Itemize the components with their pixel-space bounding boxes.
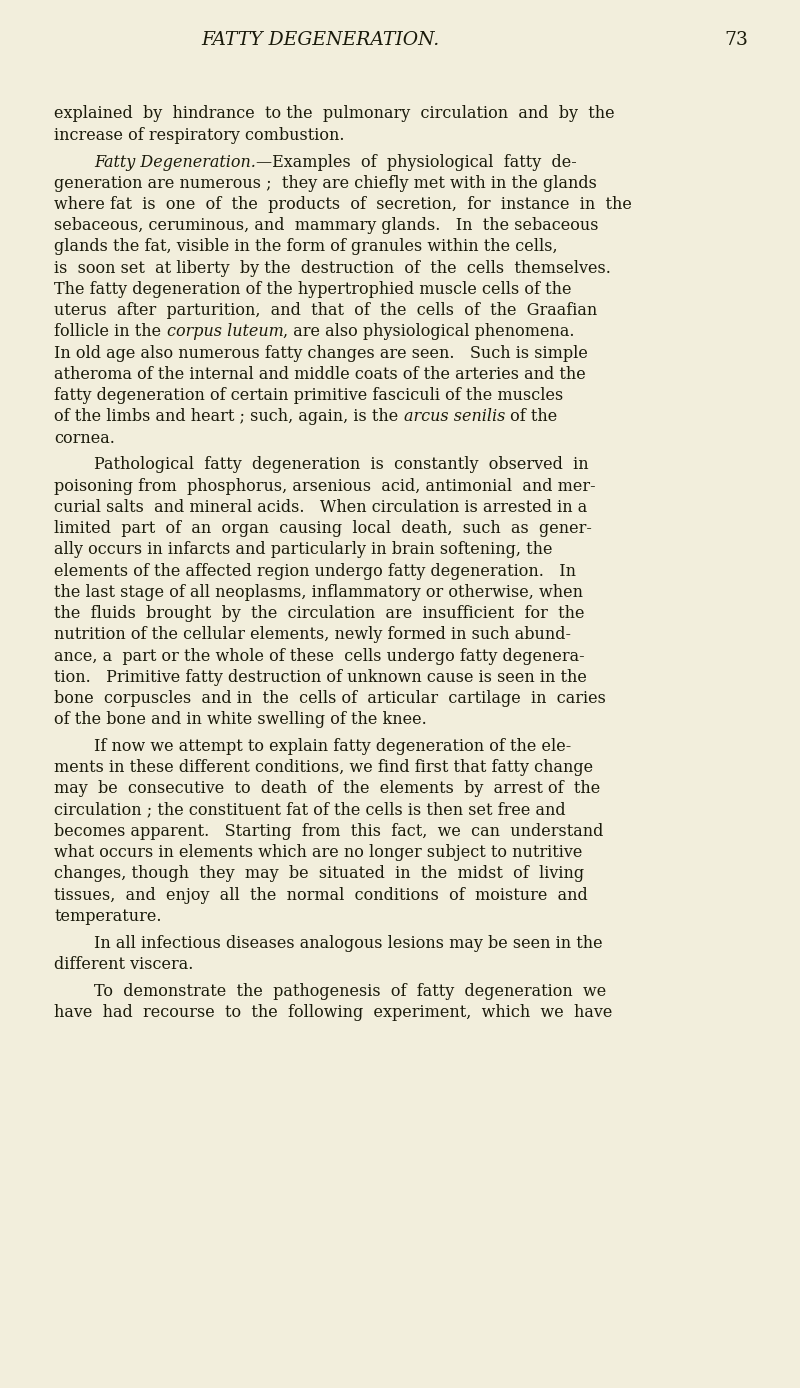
Text: corpus luteum: corpus luteum bbox=[166, 323, 283, 340]
Text: ance, a  part or the whole of these  cells undergo fatty degenera-: ance, a part or the whole of these cells… bbox=[54, 647, 585, 665]
Text: 73: 73 bbox=[724, 31, 748, 49]
Text: explained  by  hindrance  to the  pulmonary  circulation  and  by  the: explained by hindrance to the pulmonary … bbox=[54, 105, 615, 122]
Text: the  fluids  brought  by  the  circulation  are  insufficient  for  the: the fluids brought by the circulation ar… bbox=[54, 605, 585, 622]
Text: circulation ; the constituent fat of the cells is then set free and: circulation ; the constituent fat of the… bbox=[54, 802, 566, 819]
Text: increase of respiratory combustion.: increase of respiratory combustion. bbox=[54, 126, 345, 144]
Text: of the: of the bbox=[505, 408, 558, 425]
Text: In old age also numerous fatty changes are seen.   Such is simple: In old age also numerous fatty changes a… bbox=[54, 344, 588, 362]
Text: of the bone and in white swelling of the knee.: of the bone and in white swelling of the… bbox=[54, 711, 427, 729]
Text: glands the fat, visible in the form of granules within the cells,: glands the fat, visible in the form of g… bbox=[54, 239, 558, 255]
Text: ments in these different conditions, we find first that fatty change: ments in these different conditions, we … bbox=[54, 759, 594, 776]
Text: The fatty degeneration of the hypertrophied muscle cells of the: The fatty degeneration of the hypertroph… bbox=[54, 280, 572, 298]
Text: limited  part  of  an  organ  causing  local  death,  such  as  gener-: limited part of an organ causing local d… bbox=[54, 520, 592, 537]
Text: sebaceous, ceruminous, and  mammary glands.   In  the sebaceous: sebaceous, ceruminous, and mammary gland… bbox=[54, 218, 599, 235]
Text: becomes apparent.   Starting  from  this  fact,  we  can  understand: becomes apparent. Starting from this fac… bbox=[54, 823, 604, 840]
Text: To  demonstrate  the  pathogenesis  of  fatty  degeneration  we: To demonstrate the pathogenesis of fatty… bbox=[94, 983, 606, 999]
Text: changes, though  they  may  be  situated  in  the  midst  of  living: changes, though they may be situated in … bbox=[54, 865, 585, 883]
Text: ally occurs in infarcts and particularly in brain softening, the: ally occurs in infarcts and particularly… bbox=[54, 541, 553, 558]
Text: bone  corpuscles  and in  the  cells of  articular  cartilage  in  caries: bone corpuscles and in the cells of arti… bbox=[54, 690, 606, 706]
Text: Fatty Degeneration.: Fatty Degeneration. bbox=[94, 154, 256, 171]
Text: Pathological  fatty  degeneration  is  constantly  observed  in: Pathological fatty degeneration is const… bbox=[94, 457, 589, 473]
Text: the last stage of all neoplasms, inflammatory or otherwise, when: the last stage of all neoplasms, inflamm… bbox=[54, 584, 583, 601]
Text: temperature.: temperature. bbox=[54, 908, 162, 924]
Text: elements of the affected region undergo fatty degeneration.   In: elements of the affected region undergo … bbox=[54, 562, 576, 580]
Text: poisoning from  phosphorus, arsenious  acid, antimonial  and mer-: poisoning from phosphorus, arsenious aci… bbox=[54, 477, 596, 494]
Text: tion.   Primitive fatty destruction of unknown cause is seen in the: tion. Primitive fatty destruction of unk… bbox=[54, 669, 587, 686]
Text: nutrition of the cellular elements, newly formed in such abund-: nutrition of the cellular elements, newl… bbox=[54, 626, 571, 643]
Text: fatty degeneration of certain primitive fasciculi of the muscles: fatty degeneration of certain primitive … bbox=[54, 387, 564, 404]
Text: atheroma of the internal and middle coats of the arteries and the: atheroma of the internal and middle coat… bbox=[54, 366, 586, 383]
Text: arcus senilis: arcus senilis bbox=[404, 408, 505, 425]
Text: , are also physiological phenomena.: , are also physiological phenomena. bbox=[283, 323, 575, 340]
Text: is  soon set  at liberty  by the  destruction  of  the  cells  themselves.: is soon set at liberty by the destructio… bbox=[54, 260, 611, 276]
Text: —Examples  of  physiological  fatty  de-: —Examples of physiological fatty de- bbox=[256, 154, 577, 171]
Text: different viscera.: different viscera. bbox=[54, 956, 194, 973]
Text: If now we attempt to explain fatty degeneration of the ele-: If now we attempt to explain fatty degen… bbox=[94, 738, 572, 755]
Text: tissues,  and  enjoy  all  the  normal  conditions  of  moisture  and: tissues, and enjoy all the normal condit… bbox=[54, 887, 588, 904]
Text: follicle in the: follicle in the bbox=[54, 323, 166, 340]
Text: may  be  consecutive  to  death  of  the  elements  by  arrest of  the: may be consecutive to death of the eleme… bbox=[54, 780, 601, 798]
Text: uterus  after  parturition,  and  that  of  the  cells  of  the  Graafian: uterus after parturition, and that of th… bbox=[54, 303, 598, 319]
Text: cornea.: cornea. bbox=[54, 429, 115, 447]
Text: In all infectious diseases analogous lesions may be seen in the: In all infectious diseases analogous les… bbox=[94, 934, 603, 952]
Text: what occurs in elements which are no longer subject to nutritive: what occurs in elements which are no lon… bbox=[54, 844, 582, 861]
Text: generation are numerous ;  they are chiefly met with in the glands: generation are numerous ; they are chief… bbox=[54, 175, 598, 192]
Text: have  had  recourse  to  the  following  experiment,  which  we  have: have had recourse to the following exper… bbox=[54, 1004, 613, 1022]
Text: where fat  is  one  of  the  products  of  secretion,  for  instance  in  the: where fat is one of the products of secr… bbox=[54, 196, 632, 212]
Text: of the limbs and heart ; such, again, is the: of the limbs and heart ; such, again, is… bbox=[54, 408, 404, 425]
Text: curial salts  and mineral acids.   When circulation is arrested in a: curial salts and mineral acids. When cir… bbox=[54, 498, 588, 516]
Text: FATTY DEGENERATION.: FATTY DEGENERATION. bbox=[201, 31, 439, 49]
